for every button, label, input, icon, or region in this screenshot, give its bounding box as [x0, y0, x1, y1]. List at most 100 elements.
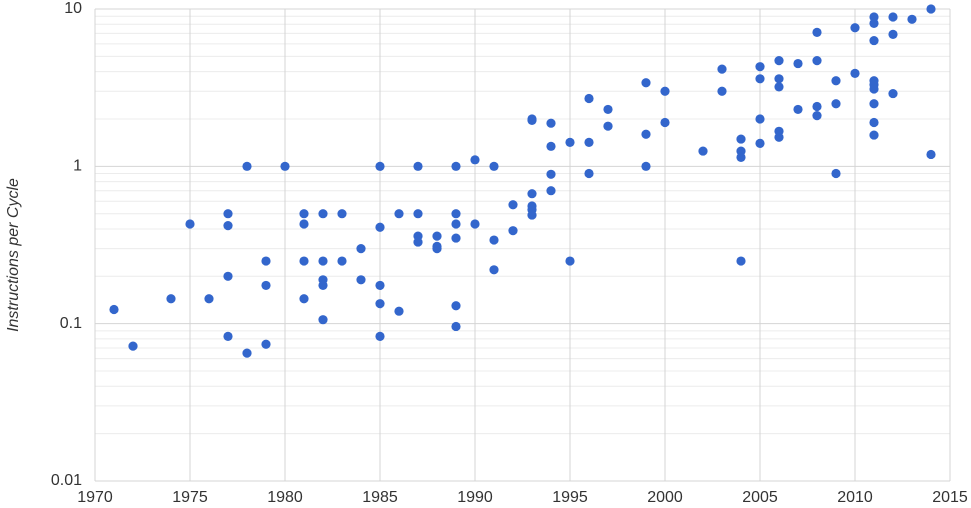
data-point: [869, 35, 879, 46]
data-point: [793, 58, 803, 69]
data-point: [223, 221, 233, 231]
y-axis-label: Instructions per Cycle: [5, 178, 22, 332]
data-point: [926, 4, 936, 14]
data-point: [812, 101, 822, 112]
x-tick-label: 2015: [932, 489, 968, 506]
data-point: [375, 331, 385, 341]
data-point: [660, 117, 670, 128]
data-point: [204, 294, 214, 304]
data-point: [546, 141, 556, 151]
data-point: [451, 219, 461, 229]
data-point: [508, 226, 518, 236]
data-point: [451, 161, 461, 171]
data-point: [432, 243, 442, 254]
data-point: [774, 132, 784, 142]
data-point: [280, 161, 290, 171]
data-point: [413, 161, 423, 171]
data-point: [413, 237, 423, 247]
data-point: [736, 256, 746, 266]
data-point: [774, 74, 784, 84]
data-point: [185, 219, 195, 229]
data-point: [470, 155, 480, 165]
data-point: [128, 341, 138, 351]
data-point: [318, 280, 328, 291]
data-point: [261, 256, 271, 266]
data-point: [698, 146, 708, 156]
data-point: [907, 14, 917, 24]
data-point: [375, 161, 385, 171]
y-tick-label: 0.01: [51, 472, 82, 489]
data-point: [755, 114, 765, 124]
data-point: [470, 219, 480, 229]
x-tick-label: 1990: [457, 489, 493, 506]
data-point: [299, 209, 309, 219]
data-point: [337, 209, 347, 219]
data-point: [432, 231, 442, 241]
data-point: [641, 78, 651, 88]
y-tick-label: 1: [73, 158, 82, 175]
data-point: [261, 280, 271, 291]
data-point: [565, 256, 575, 266]
data-point: [489, 265, 499, 275]
data-point: [451, 233, 461, 243]
data-point: [242, 348, 252, 358]
x-tick-label: 1975: [172, 489, 208, 506]
data-point: [850, 68, 860, 78]
data-point: [261, 339, 271, 349]
x-tick-label: 2010: [837, 489, 873, 506]
data-point: [318, 315, 328, 325]
data-point: [299, 256, 309, 266]
data-point: [242, 161, 252, 171]
data-point: [318, 209, 328, 219]
data-point: [451, 301, 461, 311]
data-point: [318, 256, 328, 266]
data-point: [869, 18, 879, 28]
data-point: [451, 209, 461, 219]
data-point: [109, 304, 119, 315]
data-point: [793, 104, 803, 115]
data-point: [926, 149, 936, 160]
data-point: [489, 161, 499, 171]
data-point: [223, 331, 233, 341]
data-point: [755, 74, 765, 84]
data-point: [888, 12, 898, 22]
data-point: [489, 235, 499, 245]
data-point: [508, 200, 518, 210]
y-tick-label: 10: [64, 0, 82, 17]
x-tick-label: 1985: [362, 489, 398, 506]
data-point: [565, 137, 575, 147]
data-point: [755, 138, 765, 148]
data-point: [869, 130, 879, 140]
data-point: [736, 152, 746, 162]
data-point: [831, 99, 841, 109]
data-point: [223, 209, 233, 219]
data-point: [736, 146, 746, 156]
data-point: [774, 82, 784, 92]
data-point: [166, 294, 176, 304]
data-point: [394, 306, 404, 316]
data-point: [603, 104, 613, 115]
data-point: [641, 129, 651, 139]
data-point: [299, 219, 309, 229]
data-point: [869, 12, 879, 22]
data-point: [584, 168, 594, 179]
data-point: [736, 134, 746, 144]
data-point: [869, 117, 879, 128]
data-point: [869, 99, 879, 109]
data-point: [850, 23, 860, 33]
data-point: [527, 210, 537, 220]
data-point: [356, 275, 366, 285]
data-point: [755, 62, 765, 72]
data-point: [394, 209, 404, 219]
y-tick-label: 0.1: [60, 315, 82, 332]
data-point: [337, 256, 347, 266]
data-point: [527, 189, 537, 199]
data-point: [546, 169, 556, 179]
data-point: [888, 29, 898, 39]
x-tick-label: 2005: [742, 489, 778, 506]
data-point: [660, 86, 670, 96]
x-tick-label: 1980: [267, 489, 303, 506]
data-point: [299, 294, 309, 304]
data-point: [717, 64, 727, 74]
data-point: [641, 161, 651, 171]
